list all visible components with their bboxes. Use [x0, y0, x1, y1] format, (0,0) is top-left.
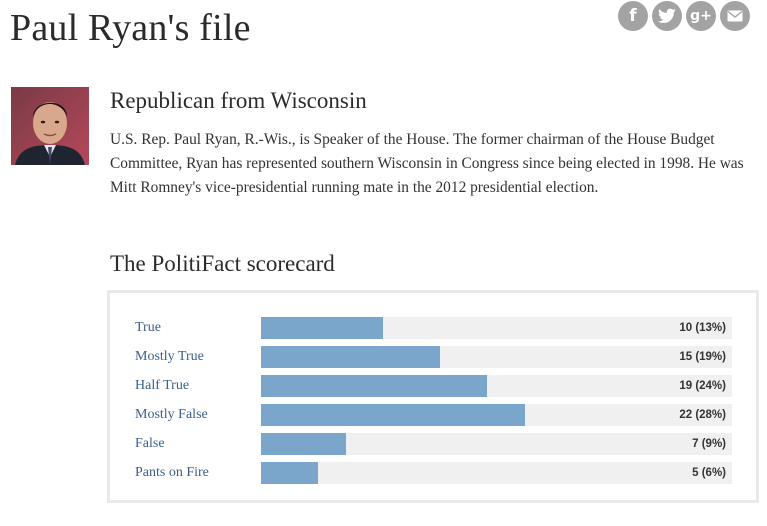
- scorecard-row-mostly-true: Mostly True 15 (19%): [110, 346, 756, 368]
- google-plus-icon: g+: [690, 8, 712, 24]
- scorecard-row-mostly-false: Mostly False 22 (28%): [110, 404, 756, 426]
- rating-count-half-true: 19 (24%): [679, 380, 726, 392]
- rating-label-mostly-false[interactable]: Mostly False: [135, 407, 208, 422]
- facebook-icon: f: [629, 6, 637, 26]
- rating-count-mostly-true: 15 (19%): [679, 351, 726, 363]
- scorecard-row-half-true: Half True 19 (24%): [110, 375, 756, 397]
- rating-bar-track: 15 (19%): [261, 346, 732, 368]
- rating-bar-pants-on-fire: [261, 462, 318, 484]
- email-share-button[interactable]: [720, 1, 750, 31]
- rating-bar-track: 5 (6%): [261, 462, 732, 484]
- rating-count-false: 7 (9%): [692, 438, 726, 450]
- profile-photo: [11, 87, 89, 165]
- rating-bar-track: 7 (9%): [261, 433, 732, 455]
- google-plus-share-button[interactable]: g+: [686, 1, 716, 31]
- rating-bar-true: [261, 317, 383, 339]
- scorecard-row-pants-on-fire: Pants on Fire 5 (6%): [110, 462, 756, 484]
- email-icon: [727, 10, 743, 22]
- rating-count-pants-on-fire: 5 (6%): [692, 467, 726, 479]
- rating-bar-track: 10 (13%): [261, 317, 732, 339]
- rating-label-pants-on-fire[interactable]: Pants on Fire: [135, 465, 209, 480]
- rating-bar-false: [261, 433, 346, 455]
- rating-bar-half-true: [261, 375, 487, 397]
- rating-label-half-true[interactable]: Half True: [135, 378, 190, 393]
- scorecard-heading: The PolitiFact scorecard: [110, 251, 335, 276]
- page-title: Paul Ryan's file: [10, 7, 251, 49]
- rating-bar-track: 19 (24%): [261, 375, 732, 397]
- rating-label-mostly-true[interactable]: Mostly True: [135, 349, 204, 364]
- twitter-icon: [658, 8, 676, 23]
- scorecard-row-false: False 7 (9%): [110, 433, 756, 455]
- portrait-image: [11, 87, 89, 165]
- twitter-share-button[interactable]: [652, 1, 682, 31]
- rating-count-mostly-false: 22 (28%): [679, 409, 726, 421]
- rating-bar-mostly-false: [261, 404, 525, 426]
- profile-subtitle: Republican from Wisconsin: [110, 88, 367, 113]
- rating-label-false[interactable]: False: [135, 436, 165, 451]
- facebook-share-button[interactable]: f: [618, 1, 648, 31]
- share-bar: f g+: [618, 1, 750, 31]
- scorecard-row-true: True 10 (13%): [110, 317, 756, 339]
- scorecard-panel: True 10 (13%) Mostly True 15 (19%) Half …: [107, 290, 759, 503]
- rating-bar-track: 22 (28%): [261, 404, 732, 426]
- profile-bio: U.S. Rep. Paul Ryan, R.-Wis., is Speaker…: [110, 131, 744, 197]
- rating-label-true[interactable]: True: [135, 320, 161, 335]
- rating-bar-mostly-true: [261, 346, 440, 368]
- rating-count-true: 10 (13%): [679, 322, 726, 334]
